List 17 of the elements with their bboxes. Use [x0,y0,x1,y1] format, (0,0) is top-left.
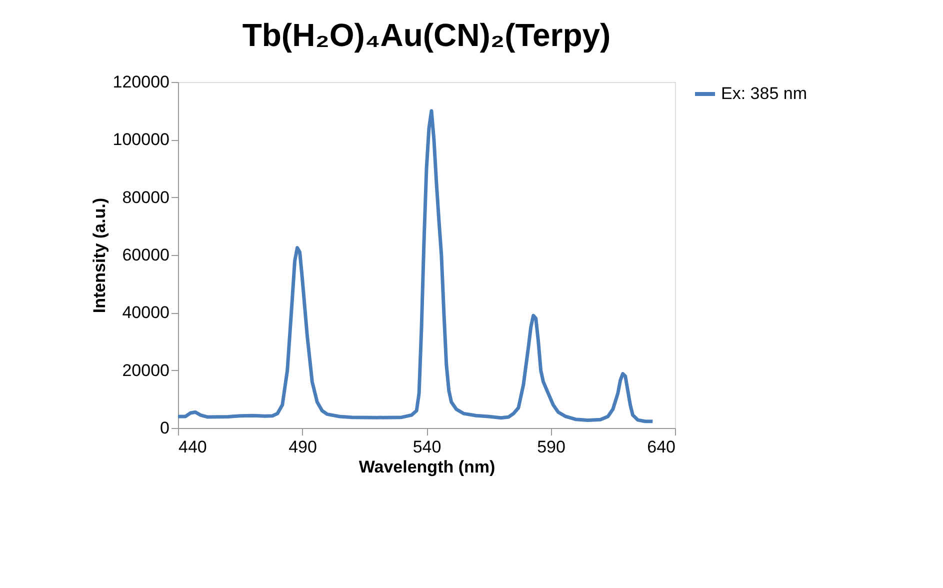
x-tick-label: 640 [647,438,676,456]
y-tick-label: 100000 [112,130,170,150]
x-tick-label: 440 [178,438,207,456]
y-axis-title: Intensity (a.u.) [90,198,109,314]
y-tick-label: 60000 [122,246,170,264]
y-tick-label: 20000 [122,360,170,380]
legend-label: Ex: 385 nm [721,84,807,103]
x-axis-title: Wavelength (nm) [358,458,496,476]
y-tick-label: 0 [160,418,170,438]
chart-title: Tb(H₂O)₄Au(CN)₂(Terpy) [242,17,611,53]
x-tick-label: 490 [288,438,317,456]
x-tick-label: 590 [537,438,566,456]
line-series [176,109,654,424]
y-tick-label: 80000 [122,188,170,207]
y-tick-label: 120000 [112,72,170,92]
y-tick-label: 40000 [122,303,170,322]
x-tick-label: 540 [412,438,442,456]
